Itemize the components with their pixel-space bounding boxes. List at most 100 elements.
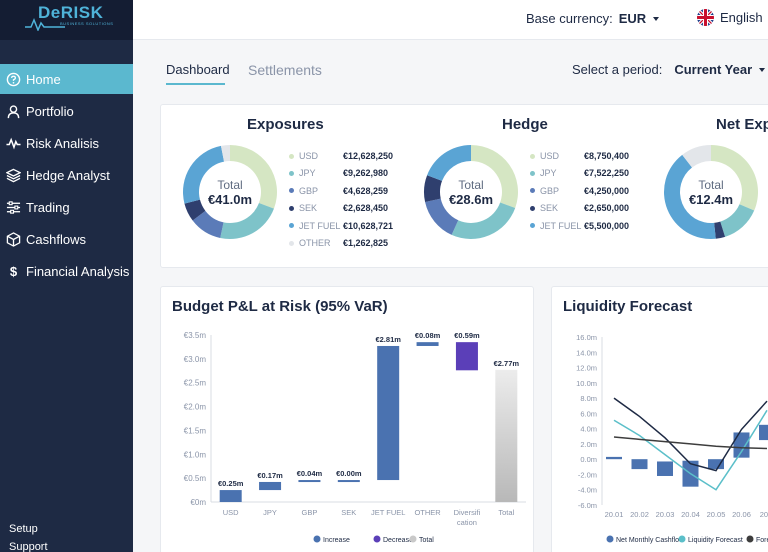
hedge-slice-gbp[interactable] — [425, 198, 459, 235]
legend-swatch — [289, 240, 294, 246]
legend-name: OTHER — [299, 238, 331, 248]
y-tick-label: -6.0m — [578, 501, 597, 510]
bar-value-label: €0.17m — [257, 471, 283, 480]
x-tick-label: SEK — [341, 508, 356, 517]
bar-jpy[interactable] — [259, 481, 282, 491]
legend-item-usd: USD €12,628,250 — [289, 149, 393, 163]
layers-icon — [0, 168, 26, 183]
language-select[interactable]: English — [697, 9, 763, 26]
sidebar-item-portfolio[interactable]: Portfolio — [0, 96, 133, 126]
cashflow-bar-20.01[interactable] — [606, 456, 622, 460]
base-currency-label: Base currency: — [526, 11, 613, 26]
net-exposure-slice-jet-fuel[interactable] — [664, 154, 716, 239]
x-tick-label: 20.05 — [707, 510, 726, 519]
y-tick-label: -2.0m — [578, 470, 597, 479]
bar-value-label: €0.04m — [297, 469, 323, 478]
period-select[interactable]: Select a period: Current Year — [572, 62, 766, 77]
legend-item-jpy: JPY €7,522,250 — [530, 166, 629, 180]
support-link[interactable]: Support — [9, 541, 48, 552]
legend-item-sek: SEK €2,650,000 — [530, 201, 629, 215]
budget-waterfall-chart: €0m €0.5m €1.0m €1.5m €2.0m €2.5m €3.0m €3.5m €0… — [184, 331, 526, 544]
legend-item-usd: USD €8,750,400 — [530, 149, 629, 163]
sidebar-item-home[interactable]: Home — [0, 64, 133, 94]
cashflow-bar-20.05[interactable] — [708, 459, 724, 470]
setup-link[interactable]: Setup — [9, 523, 38, 535]
hedge-donut[interactable] — [423, 144, 519, 240]
legend-swatch — [289, 223, 294, 229]
hedge-slice-jpy[interactable] — [451, 202, 516, 239]
bar-value-label: €2.81m — [375, 335, 401, 344]
x-tick-label: 20.06 — [732, 510, 751, 519]
bar-diversification[interactable] — [455, 342, 478, 371]
exposures-slice-other[interactable] — [220, 145, 230, 162]
legend-value: €4,628,259 — [343, 185, 389, 196]
sidebar-item-trading[interactable]: Trading — [0, 192, 133, 222]
exposures-slice-usd[interactable] — [230, 145, 277, 209]
net-exposure-slice-usd[interactable] — [711, 145, 758, 211]
budget-var-card: Budget P&L at Risk (95% VaR) €0m €0.5m €1.… — [160, 286, 534, 552]
legend-name: USD — [299, 151, 319, 161]
net-exposure-total-label: Total — [698, 178, 724, 192]
sidebar-item-risk-analisis[interactable]: Risk Analisis — [0, 128, 133, 158]
dollar-icon: $ — [0, 264, 26, 279]
net-exposure-slice-jpy[interactable] — [720, 204, 755, 237]
legend-swatch-net-monthly-cashflow — [606, 535, 614, 543]
bar-total[interactable] — [495, 369, 518, 502]
legend-item-other: OTHER €1,262,825 — [289, 236, 388, 250]
legend-swatch-fore — [746, 535, 754, 543]
tab-settlements[interactable]: Settlements — [248, 62, 322, 78]
question-icon — [0, 72, 26, 87]
legend-name: SEK — [299, 203, 318, 214]
net-exposure-slice-sek[interactable] — [714, 221, 726, 239]
tab-dashboard[interactable]: Dashboard — [166, 62, 230, 77]
hedge-title: Hedge — [502, 116, 548, 133]
x-tick-label: GBP — [302, 508, 318, 517]
legend-value: €9,262,980 — [343, 168, 389, 179]
uk-flag-icon — [697, 9, 714, 26]
user-icon — [0, 104, 26, 119]
exposures-slice-sek[interactable] — [184, 199, 206, 221]
exposures-slice-jpy[interactable] — [220, 202, 274, 239]
bar-jet-fuel[interactable] — [377, 345, 400, 481]
hedge-slice-sek[interactable] — [424, 175, 443, 203]
bar-value-label: €0.08m — [415, 331, 441, 340]
logo[interactable]: DeRISK BUSINESS SOLUTIONS — [0, 0, 133, 40]
y-tick-label: €1.5m — [184, 426, 207, 435]
x-tick-label: 20.0 — [760, 510, 768, 519]
sidebar: DeRISK BUSINESS SOLUTIONS Home Portfolio… — [0, 0, 133, 552]
legend-item-jpy: JPY €9,262,980 — [289, 166, 388, 180]
sidebar-item-financial-analysis[interactable]: $ Financial Analysis — [0, 256, 133, 286]
cashflow-bar-20.02[interactable] — [631, 459, 648, 470]
y-tick-label: 2.0m — [580, 440, 597, 449]
bar-sek[interactable] — [337, 480, 360, 483]
bar-gbp[interactable] — [298, 480, 321, 483]
cashflow-bar-20.07[interactable] — [759, 424, 768, 441]
cube-icon — [0, 231, 26, 247]
exposures-slice-gbp[interactable] — [192, 210, 224, 238]
y-tick-label: €1.0m — [184, 450, 207, 459]
hedge-slice-jet-fuel[interactable] — [427, 145, 471, 181]
y-tick-label: €2.5m — [184, 379, 207, 388]
legend-label-decrease: Decrease — [383, 537, 413, 544]
sidebar-item-hedge-analyst[interactable]: Hedge Analyst — [0, 160, 133, 190]
x-tick-label-line2: cation — [457, 518, 477, 527]
hedge-slice-usd[interactable] — [471, 145, 518, 208]
cashflow-bar-20.03[interactable] — [657, 461, 673, 476]
sidebar-item-cashflows[interactable]: Cashflows — [0, 224, 133, 254]
net-exposure-donut[interactable] — [663, 144, 759, 240]
exposures-donut[interactable] — [182, 144, 278, 240]
pulse-icon — [0, 136, 26, 151]
y-tick-label: 0.0m — [580, 455, 597, 464]
bar-usd[interactable] — [219, 490, 242, 502]
base-currency-select[interactable]: Base currency: EUR — [526, 11, 660, 26]
chevron-down-icon — [759, 67, 766, 72]
exposure-summary-card: Exposures Total €41.0m USD €12,628,250 JPY… — [160, 104, 768, 268]
bar-other[interactable] — [416, 342, 439, 346]
net-exposure-slice-other[interactable] — [682, 145, 711, 168]
legend-label-liquidity-forecast: Liquidity Forecast — [688, 537, 743, 544]
cashflow-bar-20.06[interactable] — [733, 432, 750, 458]
legend-label-net-monthly-cashflow: Net Monthly Cashflow — [616, 537, 685, 544]
exposures-slice-jet-fuel[interactable] — [183, 145, 225, 204]
sidebar-item-label: Financial Analysis — [26, 263, 130, 279]
hedge-total-value: €28.6m — [448, 192, 494, 207]
